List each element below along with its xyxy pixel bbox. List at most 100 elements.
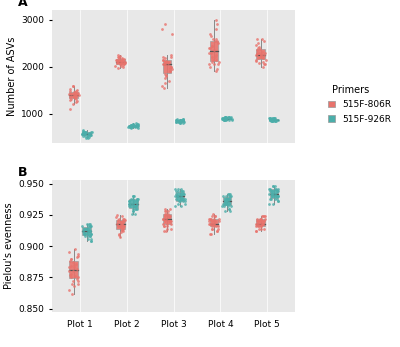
Point [176, 119, 183, 125]
Point [274, 188, 281, 194]
Point [214, 62, 221, 67]
Point [174, 193, 180, 199]
Point [132, 123, 138, 129]
Bar [176, 192, 184, 201]
Point [271, 115, 278, 121]
Point [206, 218, 212, 224]
Point [227, 191, 234, 196]
Point [213, 26, 220, 32]
Point [220, 117, 226, 122]
Point [180, 117, 186, 122]
Text: A: A [18, 0, 28, 9]
Point [173, 118, 179, 123]
Point [70, 84, 76, 89]
Point [128, 201, 134, 206]
Point [257, 46, 263, 52]
Point [131, 123, 138, 129]
Point [227, 115, 233, 121]
Point [74, 98, 81, 103]
Point [117, 62, 124, 67]
Point [85, 133, 91, 138]
Point [68, 256, 74, 261]
Point [274, 198, 281, 204]
Point [256, 60, 262, 66]
Point [119, 58, 125, 64]
Point [266, 116, 273, 122]
Point [259, 36, 265, 41]
Point [168, 221, 174, 226]
Point [172, 119, 179, 125]
Point [182, 196, 188, 201]
Point [179, 188, 185, 194]
Point [173, 191, 180, 196]
Point [211, 48, 217, 53]
Point [163, 228, 169, 234]
Point [112, 63, 119, 69]
Point [74, 255, 80, 260]
Point [206, 221, 212, 226]
Point [114, 57, 120, 63]
Point [177, 191, 184, 196]
Point [73, 96, 79, 101]
Point [78, 131, 85, 136]
Point [72, 93, 78, 99]
Point [261, 62, 268, 67]
Point [181, 119, 187, 125]
Point [115, 59, 121, 65]
Point [130, 206, 136, 211]
Point [206, 216, 212, 221]
Point [262, 50, 268, 56]
Bar [116, 59, 124, 64]
Point [80, 133, 86, 138]
Point [182, 198, 188, 204]
Point [83, 226, 89, 231]
Point [167, 69, 173, 74]
Point [212, 38, 218, 44]
Point [208, 231, 214, 236]
Point [177, 118, 183, 123]
Point [126, 198, 132, 204]
Point [66, 249, 72, 255]
Point [174, 201, 181, 206]
Point [165, 60, 171, 66]
Point [87, 132, 93, 137]
Point [119, 213, 125, 219]
Point [66, 287, 72, 293]
Point [260, 64, 266, 69]
Bar [210, 219, 218, 226]
Point [260, 213, 266, 219]
Point [267, 186, 273, 192]
Text: B: B [18, 166, 28, 179]
Point [162, 59, 168, 65]
Point [178, 203, 185, 209]
Point [274, 198, 281, 204]
Point [228, 203, 234, 209]
Point [261, 226, 268, 231]
Point [176, 117, 182, 122]
Point [159, 221, 166, 226]
Point [219, 117, 226, 122]
Point [180, 191, 186, 196]
Point [72, 95, 78, 101]
Point [222, 114, 229, 120]
Point [274, 196, 280, 201]
Point [66, 264, 72, 270]
Point [272, 118, 278, 124]
Point [121, 223, 127, 229]
Point [214, 228, 220, 234]
Point [120, 216, 126, 221]
Point [221, 117, 228, 122]
Point [134, 124, 140, 129]
Point [88, 238, 94, 244]
Point [178, 119, 184, 125]
Point [128, 125, 134, 130]
Point [66, 88, 73, 93]
Point [268, 118, 274, 123]
Point [208, 43, 215, 48]
Point [206, 45, 212, 51]
Point [266, 115, 273, 121]
Point [87, 228, 94, 234]
Point [267, 117, 273, 122]
Point [219, 203, 226, 209]
Point [113, 60, 120, 65]
